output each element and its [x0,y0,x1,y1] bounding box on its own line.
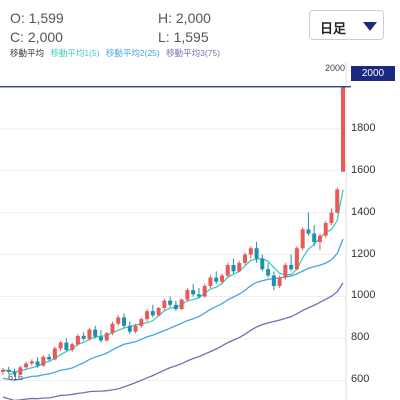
y-tick-label: 1800 [351,121,376,134]
period-label: 日足 [320,21,347,36]
candle-body [133,325,138,332]
y-tick-label: 1400 [351,205,376,218]
candle-body [185,290,190,300]
candle-body [300,229,305,249]
candlestick-chart[interactable] [0,60,400,400]
candle-body [341,86,345,172]
candle-body [70,344,75,350]
candle-body [231,265,236,272]
candle-body [191,290,196,295]
current-price-flag: 2000 [351,66,395,81]
candle-body [294,248,299,270]
ma-legend-item-5: 移動平均1(5) [50,48,100,58]
candle-body [317,235,322,242]
candle-body [6,369,11,372]
close-value: C: 2,000 [10,29,63,45]
candle-body [122,317,127,326]
candle-body [150,311,155,316]
moving-average-line-5 [2,189,344,373]
candle-body [145,311,150,320]
candle-body [277,277,282,286]
candle-body [41,356,46,366]
candle-body [196,294,201,297]
candle-body [81,335,86,339]
candle-body [35,361,40,366]
candle-body [225,265,230,276]
ohlc-readout: O: 1,599 H: 2,000 C: 2,000 L: 1,595 [10,8,300,48]
candle-body [173,304,178,310]
y-tick-label: 600 [351,373,370,386]
candle-body [254,248,259,259]
candle-body [75,335,80,345]
candle-body [12,371,17,375]
candle-body [179,299,184,310]
open-value: O: 1,599 [10,10,64,26]
candle-body [29,361,34,364]
candle-body [64,342,69,350]
candle-body [98,336,103,341]
candle-body [335,189,340,213]
candle-body [168,300,173,305]
y-tick-label: 1200 [351,247,376,260]
candle-body [93,329,98,337]
candle-body [104,333,109,341]
candle-body [202,285,207,297]
moving-average-line-75 [2,282,344,400]
candle-body [323,223,328,236]
candle-body [271,275,276,286]
candle-body [208,277,213,286]
ma-legend-item-75: 移動平均3(75) [166,48,220,58]
candle-body [329,212,334,224]
candle-body [47,356,52,360]
high-value: H: 2,000 [158,10,211,26]
low-value: L: 1,595 [158,29,209,45]
candle-body [283,265,288,278]
candle-body [289,265,294,270]
candle-body [306,229,311,234]
candle-body [237,262,242,272]
candle-body [248,248,253,255]
candle-body [18,367,23,375]
candle-body [52,348,57,360]
moving-average-legend: 移動平均 移動平均1(5) 移動平均2(25) 移動平均3(75) [10,47,224,59]
candle-body [162,300,167,308]
candle-body [87,329,92,339]
ma-legend-title: 移動平均 [10,48,45,58]
candle-body [1,369,5,372]
candle-body [312,233,317,242]
candle-body [110,323,115,334]
candle-body [260,258,265,270]
candle-body [243,254,248,263]
y-tick-label: 800 [351,331,370,344]
triangle-down-icon [363,22,377,31]
ma-legend-item-25: 移動平均2(25) [105,48,160,58]
candle-body [214,277,219,282]
candle-body [156,307,161,316]
low-marker-label: 616 [8,372,24,382]
candle-body [58,342,63,349]
candle-body [127,325,132,332]
candle-body [139,319,144,326]
candle-body [24,363,29,368]
period-selector-button[interactable]: 日足 [309,10,384,40]
candle-body [219,275,224,282]
y-tick-label: 1000 [351,289,376,302]
candle-body [116,317,121,324]
candle-body [266,269,271,276]
high-marker-label: 2000 [325,63,346,73]
y-tick-label: 1600 [351,163,376,176]
